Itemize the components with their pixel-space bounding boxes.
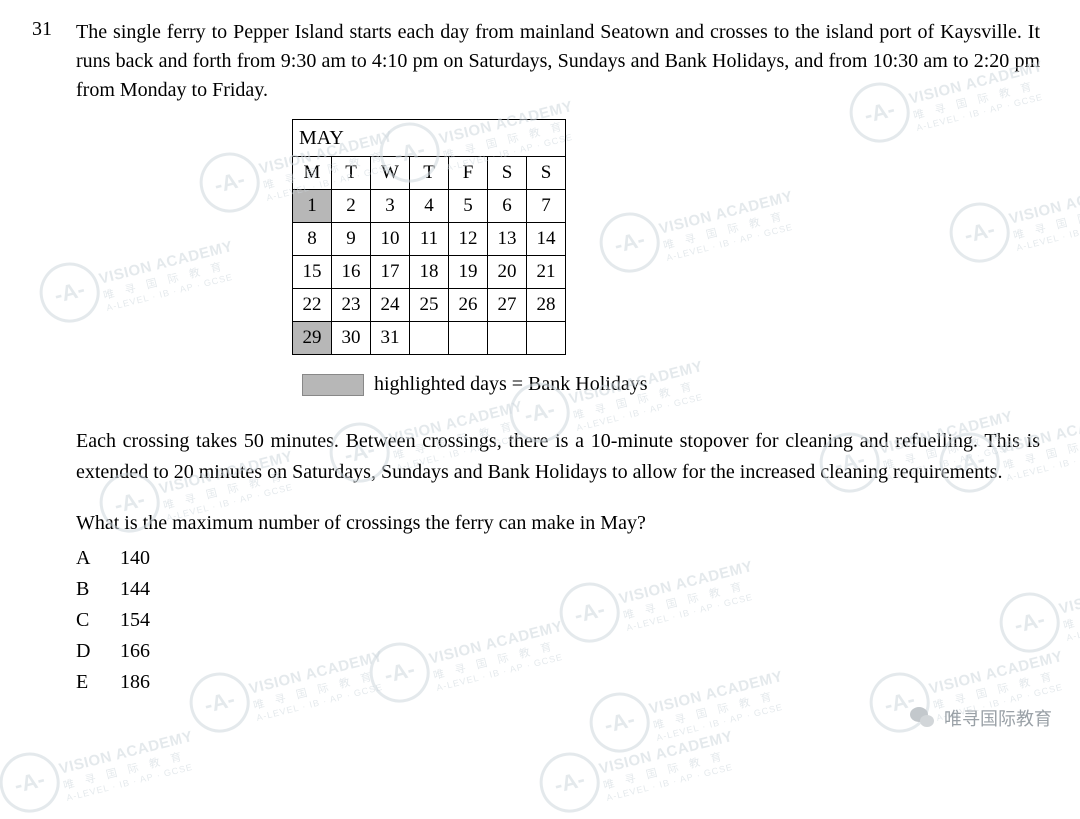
legend-text: highlighted days = Bank Holidays [374, 373, 647, 396]
calendar-day-cell: 18 [410, 256, 449, 289]
calendar-day-cell: 22 [293, 289, 332, 322]
calendar-day-cell: 27 [488, 289, 527, 322]
calendar-table: MAYMTWTFSS123456789101112131415161718192… [292, 119, 566, 355]
answer-option: C 154 [76, 605, 1040, 636]
answer-option: B 144 [76, 574, 1040, 605]
credit-text: 唯寻国际教育 [944, 705, 1052, 731]
details-paragraph: Each crossing takes 50 minutes. Between … [76, 426, 1040, 488]
watermark-line3: A-LEVEL · IB · AP · GCSE [655, 692, 822, 743]
calendar-day-cell: 14 [527, 223, 566, 256]
calendar-title: MAY [293, 120, 566, 157]
calendar-header-cell: S [527, 157, 566, 190]
calendar-header-cell: M [293, 157, 332, 190]
question-text: What is the maximum number of crossings … [76, 512, 1040, 535]
legend: highlighted days = Bank Holidays [302, 373, 1040, 396]
calendar-day-cell [410, 322, 449, 355]
calendar-day-cell: 20 [488, 256, 527, 289]
option-letter: B [76, 574, 100, 605]
calendar-day-cell: 23 [332, 289, 371, 322]
calendar-day-cell: 3 [371, 190, 410, 223]
watermark-line2: 唯 寻 国 际 教 育 [601, 737, 770, 794]
option-text: 144 [120, 574, 150, 605]
question-number: 31 [32, 18, 76, 41]
calendar-day-cell: 21 [527, 256, 566, 289]
calendar-day-cell: 15 [293, 256, 332, 289]
watermark-line3: A-LEVEL · IB · AP · GCSE [1065, 592, 1080, 643]
watermark-line2: 唯 寻 国 际 教 育 [61, 737, 230, 794]
watermark-line3: A-LEVEL · IB · AP · GCSE [65, 752, 232, 803]
answer-option: A 140 [76, 543, 1040, 574]
option-letter: E [76, 667, 100, 698]
intro-paragraph: The single ferry to Pepper Island starts… [76, 18, 1040, 105]
calendar-day-cell: 8 [293, 223, 332, 256]
answer-option: D 166 [76, 636, 1040, 667]
calendar-day-cell: 29 [293, 322, 332, 355]
option-text: 140 [120, 543, 150, 574]
calendar-day-cell: 16 [332, 256, 371, 289]
calendar-day-cell: 1 [293, 190, 332, 223]
calendar-header-cell: F [449, 157, 488, 190]
calendar-day-cell [449, 322, 488, 355]
watermark: -A-VISION ACADEMY唯 寻 国 际 教 育A-LEVEL · IB… [597, 720, 772, 803]
option-text: 186 [120, 667, 150, 698]
option-text: 166 [120, 636, 150, 667]
calendar-day-cell: 31 [371, 322, 410, 355]
calendar-day-cell: 4 [410, 190, 449, 223]
calendar-day-cell: 24 [371, 289, 410, 322]
watermark-line1: VISION ACADEMY [597, 720, 766, 778]
calendar-day-cell: 2 [332, 190, 371, 223]
calendar-day-cell: 13 [488, 223, 527, 256]
calendar-day-cell: 30 [332, 322, 371, 355]
source-credit: 唯寻国际教育 [910, 705, 1052, 731]
option-letter: A [76, 543, 100, 574]
calendar-day-cell: 5 [449, 190, 488, 223]
option-text: 154 [120, 605, 150, 636]
calendar-day-cell: 9 [332, 223, 371, 256]
calendar-container: MAYMTWTFSS123456789101112131415161718192… [292, 119, 1040, 355]
calendar-day-cell: 25 [410, 289, 449, 322]
calendar-header-cell: W [371, 157, 410, 190]
watermark-logo-icon: -A- [533, 746, 606, 819]
watermark: -A-VISION ACADEMY唯 寻 国 际 教 育A-LEVEL · IB… [57, 720, 232, 803]
calendar-day-cell: 28 [527, 289, 566, 322]
calendar-day-cell: 19 [449, 256, 488, 289]
watermark-line1: VISION ACADEMY [1057, 560, 1080, 618]
watermark-line3: A-LEVEL · IB · AP · GCSE [605, 752, 772, 803]
legend-swatch [302, 374, 364, 396]
calendar-day-cell: 7 [527, 190, 566, 223]
watermark-line2: 唯 寻 国 际 教 育 [1061, 577, 1080, 634]
watermark-line1: VISION ACADEMY [57, 720, 226, 778]
option-letter: D [76, 636, 100, 667]
calendar-day-cell: 10 [371, 223, 410, 256]
watermark: -A-VISION ACADEMY唯 寻 国 际 教 育A-LEVEL · IB… [1057, 560, 1080, 643]
calendar-header-cell: T [332, 157, 371, 190]
calendar-header-cell: T [410, 157, 449, 190]
calendar-day-cell: 26 [449, 289, 488, 322]
option-letter: C [76, 605, 100, 636]
calendar-day-cell: 12 [449, 223, 488, 256]
calendar-day-cell [488, 322, 527, 355]
calendar-day-cell: 11 [410, 223, 449, 256]
calendar-day-cell: 6 [488, 190, 527, 223]
calendar-day-cell: 17 [371, 256, 410, 289]
answer-options: A 140 B 144 C 154 D 166 E 186 [76, 543, 1040, 698]
calendar-day-cell [527, 322, 566, 355]
answer-option: E 186 [76, 667, 1040, 698]
calendar-header-cell: S [488, 157, 527, 190]
wechat-icon [910, 707, 936, 729]
watermark-logo-icon: -A- [0, 746, 66, 819]
